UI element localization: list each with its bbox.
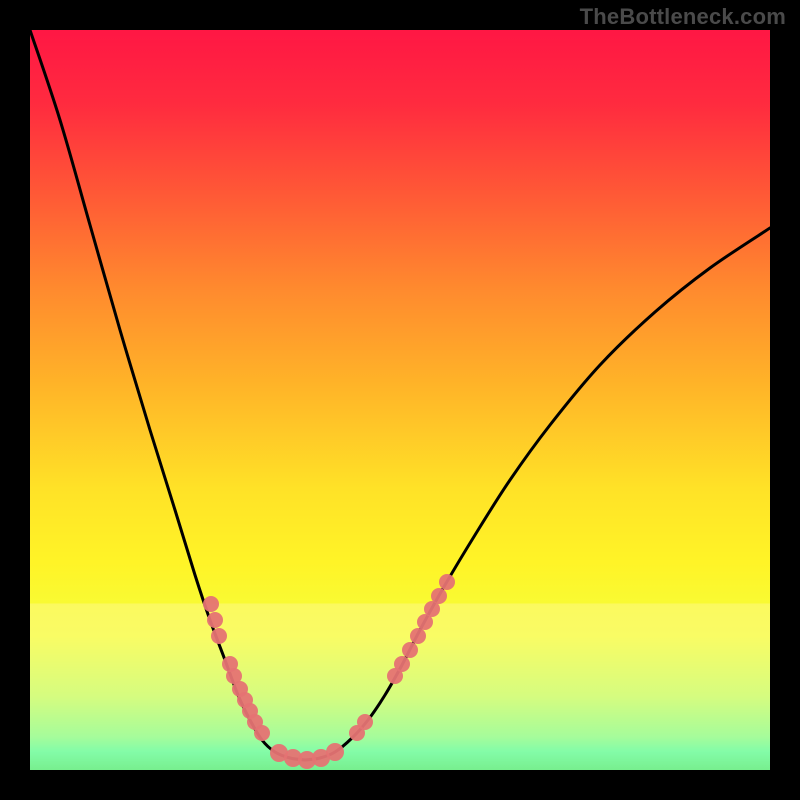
- data-dot: [211, 628, 227, 644]
- watermark-text: TheBottleneck.com: [580, 4, 786, 30]
- data-dot: [203, 596, 219, 612]
- data-dot: [431, 588, 447, 604]
- data-dot: [402, 642, 418, 658]
- data-dot: [207, 612, 223, 628]
- data-dot: [326, 743, 344, 761]
- data-dot: [410, 628, 426, 644]
- data-dot: [357, 714, 373, 730]
- chart-frame: TheBottleneck.com: [0, 0, 800, 800]
- highlight-band: [30, 604, 770, 771]
- data-dot: [254, 725, 270, 741]
- data-dot: [439, 574, 455, 590]
- chart-svg: [0, 0, 800, 800]
- data-dot: [394, 656, 410, 672]
